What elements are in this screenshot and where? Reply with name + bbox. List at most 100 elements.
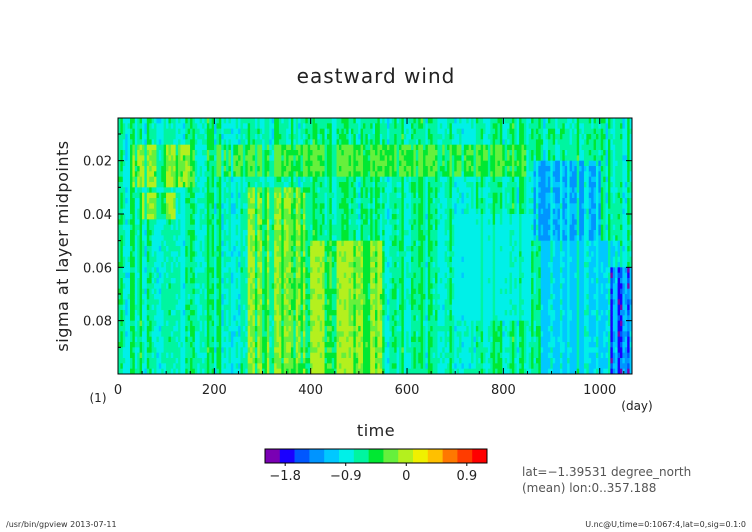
heatmap-cell [199, 256, 203, 263]
heatmap-cell [247, 208, 251, 215]
heatmap-cell [178, 230, 181, 236]
heatmap-cell [334, 315, 337, 322]
heatmap-cell [314, 363, 318, 370]
heatmap-cell [214, 224, 217, 231]
heatmap-cell [151, 128, 155, 135]
heatmap-cell [300, 272, 304, 279]
heatmap-cell [259, 134, 263, 140]
heatmap-cell [362, 288, 366, 295]
heatmap-cell [293, 240, 297, 247]
heatmap-cell [341, 347, 345, 354]
heatmap-cell [209, 283, 213, 290]
heatmap-cell [163, 224, 167, 231]
heatmap-cell [341, 288, 345, 295]
heatmap-cell [240, 267, 244, 274]
heatmap-cell [314, 294, 318, 300]
heatmap-cell [353, 283, 357, 290]
heatmap-cell [223, 208, 227, 215]
heatmap-cell [329, 336, 333, 343]
heatmap-cell [137, 214, 141, 220]
heatmap-cell [199, 134, 203, 140]
heatmap-cell [197, 198, 201, 204]
heatmap-cell [118, 176, 121, 183]
heatmap-cell [278, 155, 282, 162]
heatmap-cell [281, 347, 285, 354]
heatmap-cell [130, 342, 133, 348]
heatmap-cell [353, 272, 357, 279]
heatmap-cell [130, 288, 133, 295]
heatmap-cell [139, 235, 143, 242]
heatmap-cell [218, 219, 222, 226]
heatmap-cell [130, 310, 133, 316]
heatmap-cell [209, 326, 213, 332]
heatmap-cell [163, 155, 167, 162]
heatmap-cell [274, 363, 277, 370]
heatmap-cell [144, 299, 148, 306]
heatmap-cell [209, 320, 213, 327]
heatmap-cell [350, 267, 354, 274]
heatmap-cell [175, 160, 179, 167]
heatmap-cell [130, 171, 133, 178]
heatmap-cell [132, 171, 136, 178]
heatmap-cell [259, 278, 263, 284]
heatmap-cell [226, 176, 229, 183]
heatmap-cell [324, 160, 328, 167]
heatmap-cell [182, 182, 186, 188]
heatmap-cell [247, 240, 251, 247]
heatmap-cell [314, 251, 318, 258]
heatmap-cell [362, 224, 366, 231]
heatmap-cell [326, 134, 330, 140]
heatmap-cell [187, 139, 191, 146]
heatmap-cell [226, 288, 229, 295]
heatmap-cell [331, 352, 335, 359]
heatmap-cell [238, 160, 241, 167]
heatmap-cell [182, 326, 186, 332]
heatmap-cell [158, 230, 162, 236]
heatmap-cell [252, 166, 256, 172]
heatmap-cell [298, 214, 301, 220]
heatmap-cell [247, 251, 251, 258]
heatmap-cell [142, 214, 145, 220]
heatmap-cell [326, 363, 330, 370]
heatmap-cell [269, 240, 273, 247]
heatmap-cell [238, 278, 241, 284]
heatmap-cell [353, 160, 357, 167]
heatmap-cell [134, 294, 138, 300]
heatmap-cell [259, 288, 263, 295]
heatmap-cell [324, 310, 328, 316]
heatmap-cell [149, 240, 153, 247]
heatmap-cell [187, 240, 191, 247]
heatmap-cell [130, 235, 133, 242]
heatmap-cell [341, 128, 345, 135]
heatmap-cell [283, 368, 287, 375]
heatmap-cell [233, 315, 237, 322]
heatmap-cell [271, 118, 275, 124]
heatmap-cell [250, 246, 253, 252]
heatmap-cell [170, 155, 174, 162]
heatmap-cell [173, 160, 177, 167]
heatmap-cell [185, 288, 189, 295]
heatmap-cell [257, 262, 261, 268]
heatmap-cell [281, 192, 285, 199]
heatmap-cell [151, 219, 155, 226]
heatmap-cell [288, 155, 292, 162]
heatmap-cell [264, 315, 268, 322]
heatmap-cell [343, 187, 347, 194]
heatmap-cell [240, 160, 244, 167]
heatmap-cell [216, 160, 220, 167]
heatmap-cell [271, 187, 275, 194]
heatmap-cell [187, 198, 191, 204]
heatmap-cell [187, 187, 191, 194]
heatmap-cell [331, 160, 335, 167]
heatmap-cell [154, 267, 157, 274]
heatmap-cell [134, 267, 138, 274]
heatmap-cell [158, 320, 162, 327]
heatmap-cell [168, 139, 172, 146]
heatmap-cell [247, 363, 251, 370]
heatmap-cell [192, 235, 196, 242]
heatmap-cell [302, 182, 306, 188]
heatmap-cell [156, 320, 160, 327]
heatmap-cell [166, 246, 169, 252]
heatmap-cell [305, 230, 309, 236]
heatmap-cell [168, 336, 172, 343]
